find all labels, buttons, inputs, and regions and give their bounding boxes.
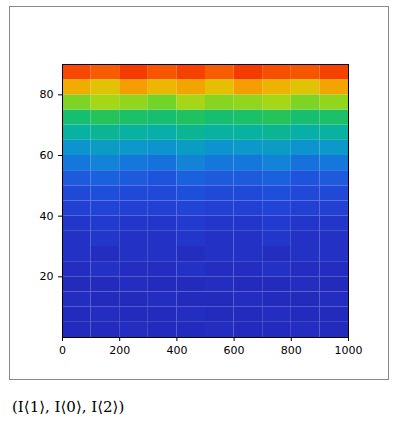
svg-text:60: 60 [40,149,54,162]
svg-text:400: 400 [166,344,187,357]
html-text:(I⟨1⟩, I⟨0⟩, I⟨2⟩): (I⟨1⟩, I⟨0⟩, I⟨2⟩) [12,398,125,416]
svg-text:600: 600 [224,344,245,357]
svg-text:0: 0 [59,344,66,357]
svg-text:800: 800 [281,344,302,357]
svg-text:20: 20 [40,270,54,283]
svg-text:80: 80 [40,88,54,101]
svg-text:40: 40 [40,210,54,223]
svg-text:200: 200 [109,344,130,357]
svg-text:1000: 1000 [335,344,363,357]
